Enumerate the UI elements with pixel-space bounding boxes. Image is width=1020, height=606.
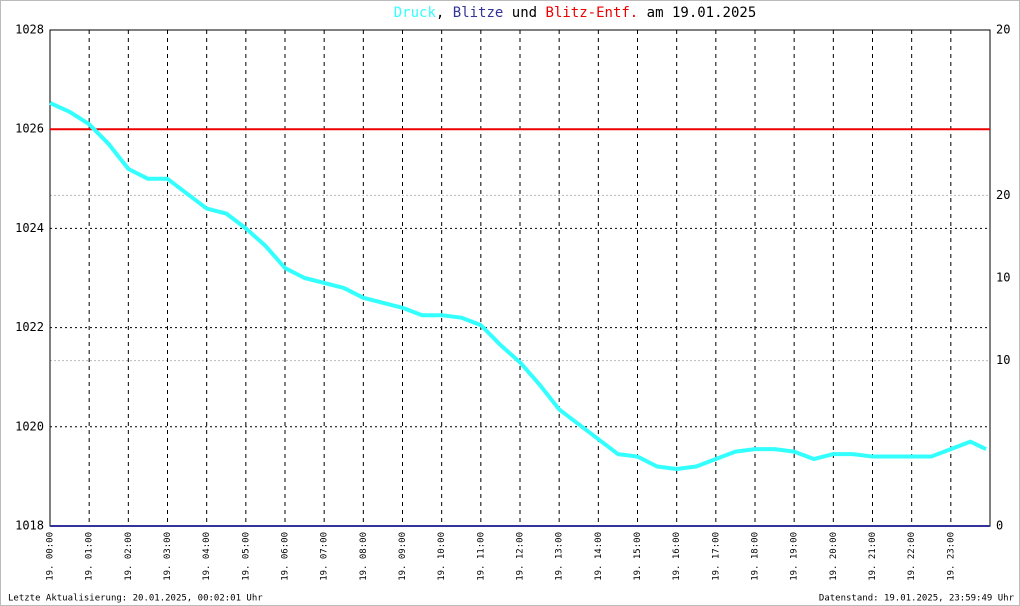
footer-left: Letzte Aktualisierung: 20.01.2025, 00:02… [8, 594, 263, 604]
x-tick-label: 19. 02:00 [124, 532, 134, 581]
x-tick-label: 19. 00:00 [46, 532, 56, 581]
y-tick-label: 1024 [15, 221, 44, 235]
x-tick-label: 19. 07:00 [320, 532, 330, 581]
x-tick-label: 19. 21:00 [868, 532, 878, 581]
x-tick-label: 19. 18:00 [751, 532, 761, 581]
x-tick-label: 19. 20:00 [829, 532, 839, 581]
series-line [49, 101, 987, 471]
x-tick-label: 19. 14:00 [594, 532, 604, 581]
x-tick-label: 19. 11:00 [476, 532, 486, 581]
legend-entry: Druck [394, 5, 437, 21]
x-tick-label: 19. 03:00 [163, 532, 173, 581]
x-tick-label: 19. 19:00 [790, 532, 800, 581]
x-tick-label: 19. 08:00 [359, 532, 369, 581]
x-tick-label: 19. 04:00 [202, 532, 212, 581]
x-tick-label: 19. 13:00 [555, 532, 565, 581]
y-tick-label: 1018 [15, 519, 44, 533]
legend-entry: Blitze [453, 5, 504, 21]
title-text: , [436, 5, 444, 21]
footer-right: Datenstand: 19.01.2025, 23:59:49 Uhr [819, 594, 1015, 604]
title-text: und [512, 5, 537, 21]
x-tick-label: 19. 05:00 [241, 532, 251, 581]
legend-entry: Blitz-Entf. [546, 5, 639, 21]
y2-tick-label: 20 [996, 23, 1010, 37]
x-tick-label: 19. 22:00 [907, 532, 917, 581]
y2-tick-label: 10 [996, 271, 1010, 285]
y-tick-label: 1020 [15, 419, 44, 433]
y3-tick-label: 10 [996, 353, 1010, 367]
x-tick-label: 19. 10:00 [437, 532, 447, 581]
x-tick-label: 19. 15:00 [633, 532, 643, 581]
title-text: am 19.01.2025 [647, 5, 757, 21]
x-tick-label: 19. 06:00 [281, 532, 291, 581]
y-tick-label: 1026 [15, 122, 44, 136]
y-tick-label: 1022 [15, 320, 44, 334]
x-tick-label: 19. 23:00 [946, 532, 956, 581]
chart-title: Druck, Blitze und Blitz-Entf. am 19.01.2… [394, 5, 757, 21]
y2-tick-label: 0 [996, 519, 1003, 533]
x-tick-label: 19. 01:00 [85, 532, 95, 581]
x-tick-label: 19. 16:00 [672, 532, 682, 581]
x-tick-label: 19. 09:00 [398, 532, 408, 581]
y-tick-label: 1028 [15, 23, 44, 37]
x-tick-label: 19. 17:00 [711, 532, 721, 581]
x-tick-label: 19. 12:00 [516, 532, 526, 581]
y3-tick-label: 20 [996, 188, 1010, 202]
